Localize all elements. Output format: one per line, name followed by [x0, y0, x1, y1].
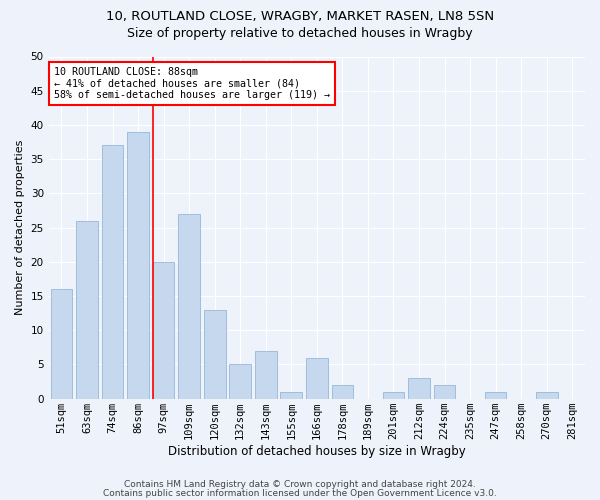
Bar [229, 364, 251, 398]
Bar [306, 358, 328, 399]
Text: Contains HM Land Registry data © Crown copyright and database right 2024.: Contains HM Land Registry data © Crown c… [124, 480, 476, 489]
Bar [408, 378, 430, 398]
Bar [204, 310, 226, 398]
Y-axis label: Number of detached properties: Number of detached properties [15, 140, 25, 316]
Bar [50, 289, 72, 399]
Bar [255, 351, 277, 399]
Text: 10 ROUTLAND CLOSE: 88sqm
← 41% of detached houses are smaller (84)
58% of semi-d: 10 ROUTLAND CLOSE: 88sqm ← 41% of detach… [54, 67, 330, 100]
Bar [127, 132, 149, 398]
Bar [178, 214, 200, 398]
Text: Contains public sector information licensed under the Open Government Licence v3: Contains public sector information licen… [103, 488, 497, 498]
X-axis label: Distribution of detached houses by size in Wragby: Distribution of detached houses by size … [168, 444, 466, 458]
Text: 10, ROUTLAND CLOSE, WRAGBY, MARKET RASEN, LN8 5SN: 10, ROUTLAND CLOSE, WRAGBY, MARKET RASEN… [106, 10, 494, 23]
Bar [383, 392, 404, 398]
Bar [536, 392, 557, 398]
Bar [153, 262, 175, 398]
Bar [76, 220, 98, 398]
Text: Size of property relative to detached houses in Wragby: Size of property relative to detached ho… [127, 28, 473, 40]
Bar [101, 146, 124, 398]
Bar [280, 392, 302, 398]
Bar [434, 385, 455, 398]
Bar [485, 392, 506, 398]
Bar [332, 385, 353, 398]
